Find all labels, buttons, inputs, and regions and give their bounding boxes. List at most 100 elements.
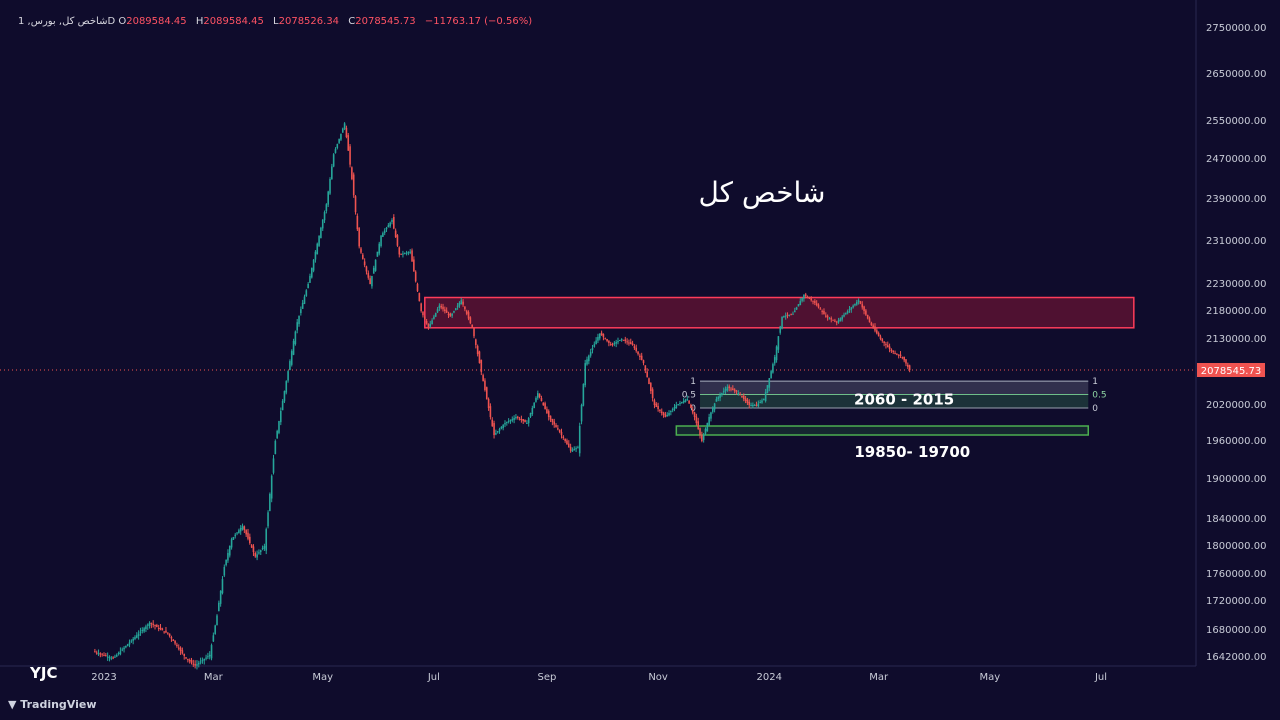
candle-body xyxy=(533,403,535,409)
fib-level-label-left: 0 xyxy=(690,404,696,414)
candle-body xyxy=(888,346,891,350)
candle-body xyxy=(329,179,331,194)
candle-body xyxy=(859,301,862,304)
candle-body xyxy=(270,475,273,499)
time-tick-label: Sep xyxy=(537,672,556,683)
candle-body xyxy=(848,309,851,311)
candle-body xyxy=(416,283,419,292)
candle-body xyxy=(495,433,497,435)
candle-body xyxy=(715,399,718,402)
candle-body xyxy=(516,416,519,418)
candle-body xyxy=(817,304,820,308)
symbol-label[interactable]: شاخص كل, بورس, 1D xyxy=(18,16,116,27)
candle-body xyxy=(772,364,774,373)
candle-body xyxy=(542,402,545,405)
candle-body xyxy=(604,338,607,340)
candle-body xyxy=(695,416,698,423)
candle-body xyxy=(611,344,614,346)
ohlc-legend: شاخص كل, بورس, 1D O2089584.45 H2089584.4… xyxy=(18,16,538,27)
candle-body xyxy=(425,320,428,324)
candle-body xyxy=(320,227,322,239)
candle-body xyxy=(575,448,577,450)
candle-body xyxy=(668,413,670,416)
candle-body xyxy=(876,330,878,334)
candle-body xyxy=(163,631,165,633)
candle-body xyxy=(194,664,196,666)
candle-body xyxy=(644,365,647,371)
candle-body xyxy=(691,409,694,413)
candle-body xyxy=(655,403,658,407)
candle-body xyxy=(733,389,736,392)
candle-body xyxy=(340,133,342,140)
candle-body xyxy=(781,316,783,329)
candle-body xyxy=(846,311,849,314)
candle-body xyxy=(879,336,882,339)
candle-body xyxy=(673,407,676,410)
fib-zone-label: 2060 - 2015 xyxy=(854,391,954,409)
candle-body xyxy=(351,167,353,179)
candle-body xyxy=(427,323,430,328)
candle-body xyxy=(280,411,282,423)
candle-body xyxy=(806,296,809,298)
candle-body xyxy=(396,235,399,246)
price-tick-label: 2230000.00 xyxy=(1206,279,1266,290)
price-tick-label: 2550000.00 xyxy=(1206,116,1266,127)
candle-body xyxy=(671,409,674,411)
candle-body xyxy=(239,528,242,532)
candle-body xyxy=(648,378,650,385)
candle-body xyxy=(622,339,625,341)
candle-body xyxy=(334,149,337,154)
candle-body xyxy=(218,602,220,612)
candle-body xyxy=(476,346,479,355)
candle-body xyxy=(908,365,911,370)
candle-body xyxy=(529,413,532,417)
candle-body xyxy=(598,333,601,339)
candle-body xyxy=(438,305,441,309)
candle-body xyxy=(289,361,291,370)
candle-body xyxy=(453,311,455,313)
candle-body xyxy=(890,349,893,352)
candle-body xyxy=(573,448,576,451)
candle-body xyxy=(165,630,167,633)
candle-body xyxy=(728,386,730,389)
candle-body xyxy=(763,399,765,401)
time-tick-label: Jul xyxy=(427,672,440,683)
candle-body xyxy=(795,307,798,310)
candle-body xyxy=(513,418,515,420)
candle-body xyxy=(95,652,98,654)
candle-body xyxy=(750,405,752,406)
candle-body xyxy=(633,346,636,349)
candle-body xyxy=(310,267,313,278)
candle-body xyxy=(197,662,200,665)
candle-body xyxy=(372,267,375,274)
candle-body xyxy=(166,632,169,634)
candle-body xyxy=(775,346,778,361)
candle-body xyxy=(403,253,406,255)
candle-body xyxy=(207,656,209,658)
candle-body xyxy=(861,304,864,308)
chart-title: شاخص كل xyxy=(698,176,825,209)
candle-body xyxy=(555,424,557,427)
candle-body xyxy=(232,537,235,540)
candle-body xyxy=(423,316,426,320)
candle-body xyxy=(152,623,155,625)
candle-body xyxy=(799,301,802,306)
candle-body xyxy=(265,529,268,551)
candle-body xyxy=(210,645,213,659)
candle-body xyxy=(106,656,109,658)
candle-body xyxy=(657,406,659,409)
candle-body xyxy=(666,415,669,417)
candle-body xyxy=(387,225,390,228)
candle-body xyxy=(303,296,306,304)
candle-body xyxy=(850,307,853,310)
candle-body xyxy=(318,235,320,246)
candle-body xyxy=(433,316,435,319)
candle-body xyxy=(701,435,703,441)
candle-body xyxy=(617,341,619,343)
price-tick-label: 1840000.00 xyxy=(1206,514,1266,525)
candle-body xyxy=(321,220,324,229)
candle-body xyxy=(236,532,238,534)
candle-body xyxy=(566,440,568,445)
candle-body xyxy=(697,421,700,429)
candle-body xyxy=(628,342,630,344)
